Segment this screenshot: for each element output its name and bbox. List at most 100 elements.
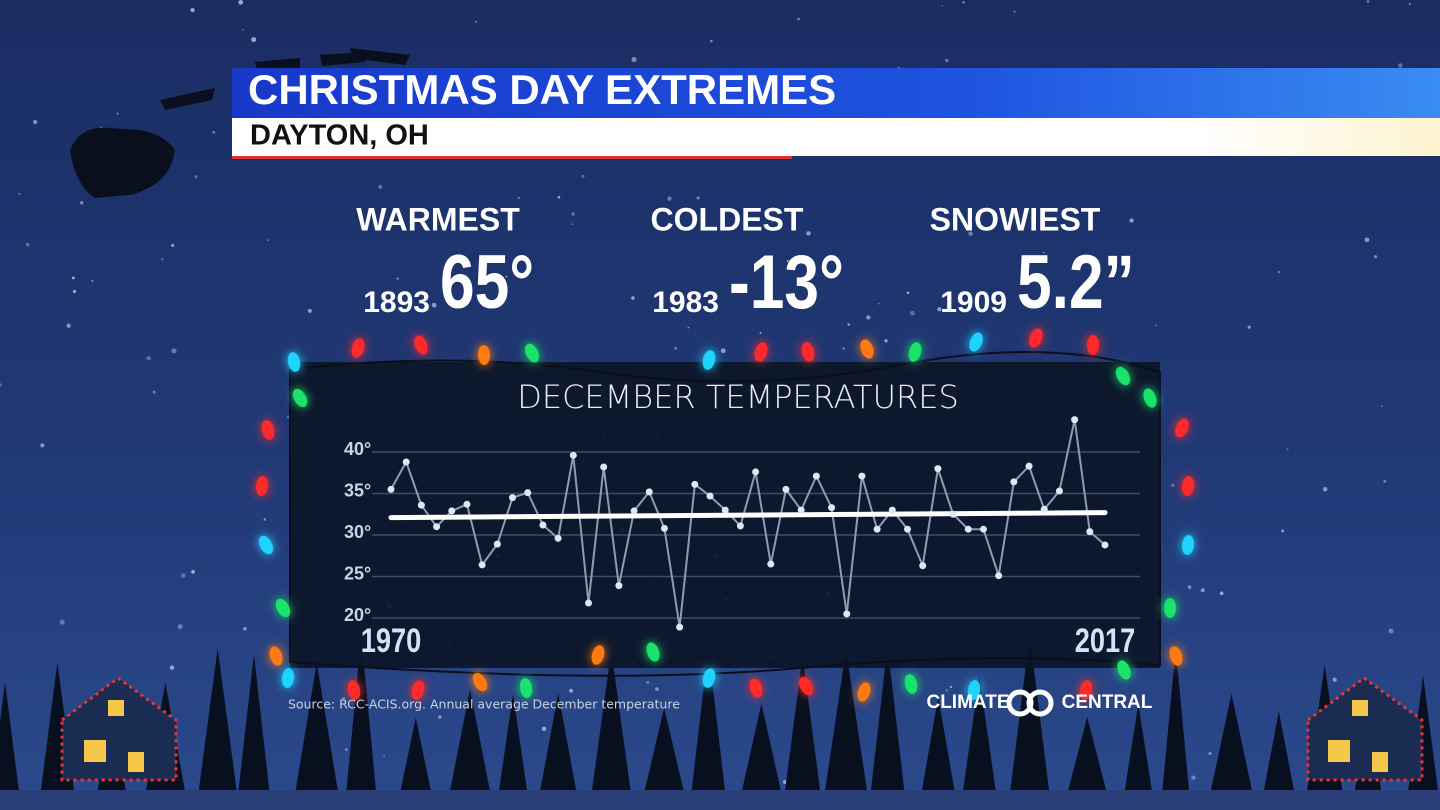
snowflake [1373,255,1378,259]
data-point [539,521,547,529]
snowflake [161,258,164,261]
trend-line [388,510,1108,521]
snowflake [1286,448,1289,451]
snowflake [169,665,175,670]
snowflake [1388,628,1394,634]
data-point [797,506,805,514]
light-bulb [1181,476,1195,496]
light-bulb [1086,335,1100,355]
data-point [660,524,668,532]
light-bulb [702,350,716,370]
snowflake [238,0,244,5]
stat-year: 1893 [363,286,430,319]
snowflake [342,696,346,701]
tree [961,676,998,800]
light-bulb [411,680,425,700]
data-point [1010,478,1018,486]
light-bulb [287,352,301,372]
tree [1262,711,1296,800]
x-tick-label: 2017 [1075,621,1135,660]
light-bulb [255,476,269,496]
snowflake [378,184,383,190]
data-point [706,492,714,500]
sleigh [70,48,410,198]
light-bulb [1143,388,1157,408]
snowflake [1154,324,1157,327]
light-bulb [591,645,605,665]
snowflake [263,518,267,521]
snowflake [383,754,385,757]
snowflake [1247,325,1251,329]
snowflake [1380,405,1383,408]
data-point [524,489,532,497]
snowflake [687,326,690,329]
tree [1009,635,1051,800]
tree [1208,693,1255,800]
light-bulb [967,680,981,700]
snowflake [116,112,119,115]
snowflake [1191,775,1196,780]
snowflake [177,624,183,630]
data-point [417,501,425,509]
data-point [493,540,501,548]
snowflake [1322,486,1328,492]
tree [538,693,578,800]
data-point [387,485,395,493]
y-tick-label: 25° [344,563,371,583]
data-point [782,485,790,493]
snowflake [25,242,30,247]
title-band [232,68,1440,118]
snowflake [1383,479,1387,483]
light-bulb [908,342,922,362]
data-point [736,522,744,530]
snowflake [631,296,635,300]
snowflake [1042,251,1045,254]
y-tick-label: 40° [344,439,371,459]
snowflake [1208,752,1212,756]
data-point [676,623,684,631]
data-point [1086,528,1094,536]
house-right [1306,676,1424,782]
data-point [919,562,927,570]
tree [237,654,271,800]
light-bulb [258,535,274,555]
light-bulb [646,642,660,662]
data-point [645,488,653,496]
snowflake [40,443,45,448]
snowflake [631,57,637,63]
data-point [767,560,775,568]
data-point [721,506,729,514]
data-point [904,525,912,533]
data-point [1101,541,1109,549]
ground [0,790,1440,810]
snowflake [171,243,175,247]
snowflake [884,339,888,343]
snowflake [945,689,949,692]
snowflake [33,119,38,125]
light-bulb [1164,598,1176,618]
light-bulb [477,345,491,365]
chart: 20° 25° 30° 35° 40° 1970 2017 [344,416,1140,660]
snowflake [243,626,247,631]
snowflake [146,356,151,361]
accent-line [232,156,792,159]
snowflake [1281,529,1285,533]
snowflake [571,223,574,226]
title: CHRISTMAS DAY EXTREMES [248,66,836,113]
light-bulb [801,342,815,362]
snowflake [66,323,71,328]
data-point [630,507,638,515]
light-bulb [904,674,918,694]
light-bulb [1029,328,1043,348]
data-point [843,610,851,618]
snowflake [396,277,399,280]
data-point [600,463,608,471]
stat-value: 65° [440,239,534,324]
stat-year: 1983 [652,286,719,319]
snowflake [0,383,2,387]
snowflake [771,219,775,222]
data-point [828,504,836,512]
temperature-line [390,419,1106,628]
